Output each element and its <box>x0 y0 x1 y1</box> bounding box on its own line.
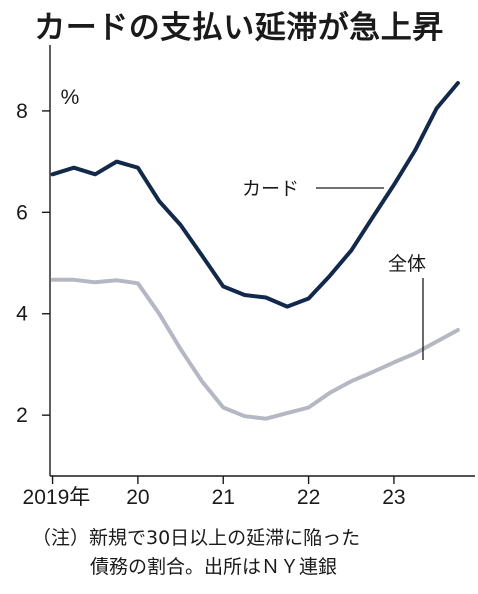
axes: 2 4 6 8% 2019年 20 21 22 23 <box>16 45 475 509</box>
y-tick-label: 8 <box>16 100 28 123</box>
x-tick-label: 22 <box>297 486 320 509</box>
series-label-card: カード <box>242 178 299 200</box>
x-tick-label: 23 <box>382 486 405 509</box>
series-layer <box>50 81 460 421</box>
series-line-card <box>50 81 460 309</box>
x-tick-label: 2019年 <box>23 486 91 509</box>
y-unit-label: % <box>61 86 80 109</box>
x-tick-label: 20 <box>126 486 149 509</box>
y-tick-label: 4 <box>16 303 28 326</box>
series-label-total: 全体 <box>388 253 426 275</box>
x-tick-label: 21 <box>212 486 235 509</box>
y-tick-label: 2 <box>16 404 28 427</box>
series-line-total <box>50 277 460 421</box>
footnote: （注）新規で30日以上の延滞に陥った 債務の割合。出所はＮＹ連銀 <box>32 524 452 582</box>
footnote-line-1: （注）新規で30日以上の延滞に陥った <box>32 527 361 549</box>
y-tick-label: 6 <box>16 201 28 224</box>
footnote-line-2: 債務の割合。出所はＮＹ連銀 <box>90 556 338 578</box>
chart-title: カードの支払い延滞が急上昇 <box>34 10 444 46</box>
